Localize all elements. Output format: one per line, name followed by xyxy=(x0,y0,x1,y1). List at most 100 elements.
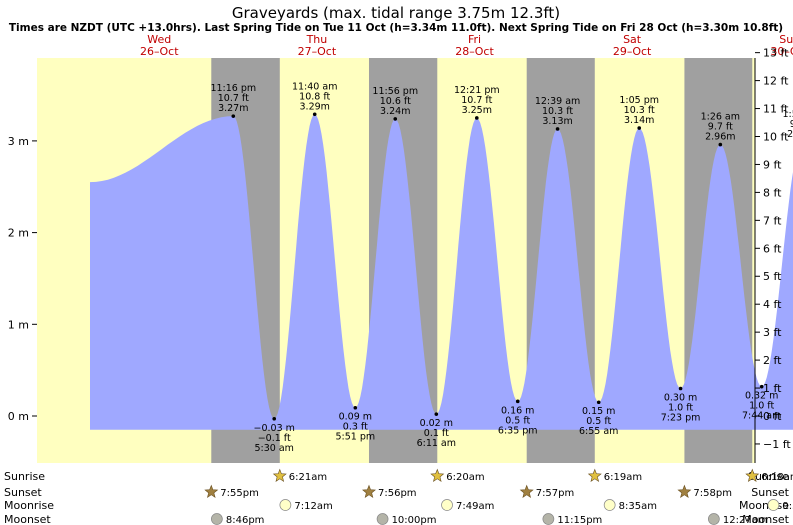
sunset-star-icon xyxy=(677,484,692,498)
tide-point xyxy=(718,142,723,147)
moonrise-moon-icon xyxy=(603,499,616,511)
tide-low-ft: −0.1 ft xyxy=(258,433,291,444)
tide-high-m: 3.13m xyxy=(542,116,572,127)
moonrise-time: 7:49am xyxy=(456,501,494,512)
tide-point xyxy=(759,384,764,389)
sunrise-star-icon xyxy=(587,468,602,482)
day-of-week: Fri xyxy=(468,33,481,46)
sunrise-star-icon xyxy=(745,468,760,482)
tide-high-time: 1:26 am xyxy=(701,112,740,123)
tide-low-m: −0.03 m xyxy=(254,423,295,434)
moonset-time: 10:00pm xyxy=(392,515,437,525)
day-date: 27–Oct xyxy=(298,45,337,58)
y-right-tick-label: 13 ft xyxy=(763,47,789,60)
tide-low-m: 0.30 m xyxy=(664,392,697,403)
moonrise-time: 7:12am xyxy=(294,501,332,512)
day-of-week: Sun xyxy=(779,33,793,46)
moonrise-time: 8:35am xyxy=(619,501,657,512)
tide-high-ft: 10.3 ft xyxy=(542,106,573,117)
moonset-time: 11:15pm xyxy=(557,515,602,525)
tide-high-m: 2.96m xyxy=(705,132,735,143)
tide-point xyxy=(678,386,683,391)
tide-point xyxy=(353,405,358,410)
tide-high-ft: 10.7 ft xyxy=(218,93,249,104)
tide-high-time: 11:56 pm xyxy=(372,86,418,97)
tide-high-m: 3.25m xyxy=(462,105,492,116)
tide-low-time: 7:44 am xyxy=(742,411,781,422)
sun-moon-rows: SunriseSunrise6:21am6:20am6:19am6:18am6:… xyxy=(4,468,793,525)
tide-low-ft: 0.3 ft xyxy=(343,422,368,433)
y-right-tick-label: 10 ft xyxy=(763,130,789,143)
tide-high-m: 3.27m xyxy=(218,103,248,114)
tide-point xyxy=(393,117,398,121)
tide-point xyxy=(596,400,601,405)
y-right-tick-label: 7 ft xyxy=(763,214,782,227)
tide-point xyxy=(515,399,520,404)
sunset-time: 7:56pm xyxy=(378,488,417,499)
day-date: 29–Oct xyxy=(613,45,652,58)
tide-low-time: 5:30 am xyxy=(254,443,293,454)
moonrise-moon-icon xyxy=(767,499,780,511)
tide-high-m: 2.99m xyxy=(787,129,793,140)
sunrise-star-icon xyxy=(272,468,287,482)
sunset-star-icon xyxy=(362,484,376,498)
sunrise-row-label-left: Sunrise xyxy=(4,470,45,483)
tide-high-ft: 9.7 ft xyxy=(708,122,733,133)
y-right-tick-label: 12 ft xyxy=(763,75,789,88)
tide-point xyxy=(637,126,642,130)
tide-point xyxy=(434,412,439,416)
y-right-tick-label: 3 ft xyxy=(763,326,782,339)
moonset-row-label-left: Moonset xyxy=(4,513,51,525)
day-of-week: Wed xyxy=(147,33,171,46)
y-left-tick-label: 3 m xyxy=(8,135,29,148)
tide-high-ft: 10.7 ft xyxy=(461,95,492,106)
sunrise-star-icon xyxy=(430,468,445,482)
tide-low-m: 0.16 m xyxy=(501,405,534,416)
moonset-time: 8:46pm xyxy=(226,515,265,525)
tide-low-ft: 1.0 ft xyxy=(668,402,693,413)
tide-high-time: 11:16 pm xyxy=(210,83,256,94)
moonset-moon-icon xyxy=(211,513,223,525)
tide-low-ft: 0.5 ft xyxy=(505,415,530,426)
y-right-tick-label: 11 ft xyxy=(763,103,789,116)
y-right-tick-label: 5 ft xyxy=(763,270,782,283)
tide-low-time: 5:51 pm xyxy=(335,432,375,443)
sunset-star-icon xyxy=(204,484,219,498)
moonset-row-label-right: Moonset xyxy=(742,513,789,525)
tide-high-ft: 9.8 ft xyxy=(790,119,793,130)
moonset-moon-icon xyxy=(376,513,389,525)
tide-high-time: 1:05 pm xyxy=(619,95,659,106)
y-right-tick-label: 9 ft xyxy=(763,158,782,171)
tide-high-m: 3.14m xyxy=(624,115,654,126)
axes: 0 m 1 m 2 m 3 m −1 ft 0 ft 1 ft 2 ft 3 ft 4 ft 5 f… xyxy=(8,47,791,463)
tide-low-time: 6:55 am xyxy=(579,426,618,437)
sunset-row-label-right: Sunset xyxy=(751,486,789,499)
tide-high-ft: 10.6 ft xyxy=(380,96,411,107)
y-right-tick-label: 0 ft xyxy=(763,410,782,423)
sunrise-row-label-right: Sunrise xyxy=(748,470,789,483)
y-left-tick-label: 0 m xyxy=(8,410,29,423)
y-right-tick-label: 6 ft xyxy=(763,242,782,255)
day-of-week: Thu xyxy=(306,33,328,46)
moonset-moon-icon xyxy=(708,513,720,525)
sunrise-time: 6:21am xyxy=(289,472,327,483)
tide-high-time: 12:21 pm xyxy=(454,85,500,96)
chart-subtitle: Times are NZDT (UTC +13.0hrs). Last Spri… xyxy=(9,22,783,34)
day-of-week: Sat xyxy=(623,33,642,46)
tide-area xyxy=(90,114,793,430)
moonset-time: 12:27am xyxy=(723,515,768,525)
tide-high-ft: 10.3 ft xyxy=(624,105,655,116)
sunrise-time: 6:20am xyxy=(446,472,484,483)
moonrise-time: 9:31am xyxy=(782,501,793,512)
tide-high-m: 3.24m xyxy=(380,106,410,117)
tide-low-m: 0.15 m xyxy=(582,406,615,417)
y-left-tick-label: 2 m xyxy=(8,227,29,240)
sunset-time: 7:57pm xyxy=(536,488,575,499)
tide-high-time: 11:40 am xyxy=(292,81,337,92)
tide-low-m: 0.02 m xyxy=(420,418,453,429)
chart-title: Graveyards (max. tidal range 3.75m 12.3f… xyxy=(232,4,560,22)
tide-low-ft: 1.0 ft xyxy=(749,401,774,412)
